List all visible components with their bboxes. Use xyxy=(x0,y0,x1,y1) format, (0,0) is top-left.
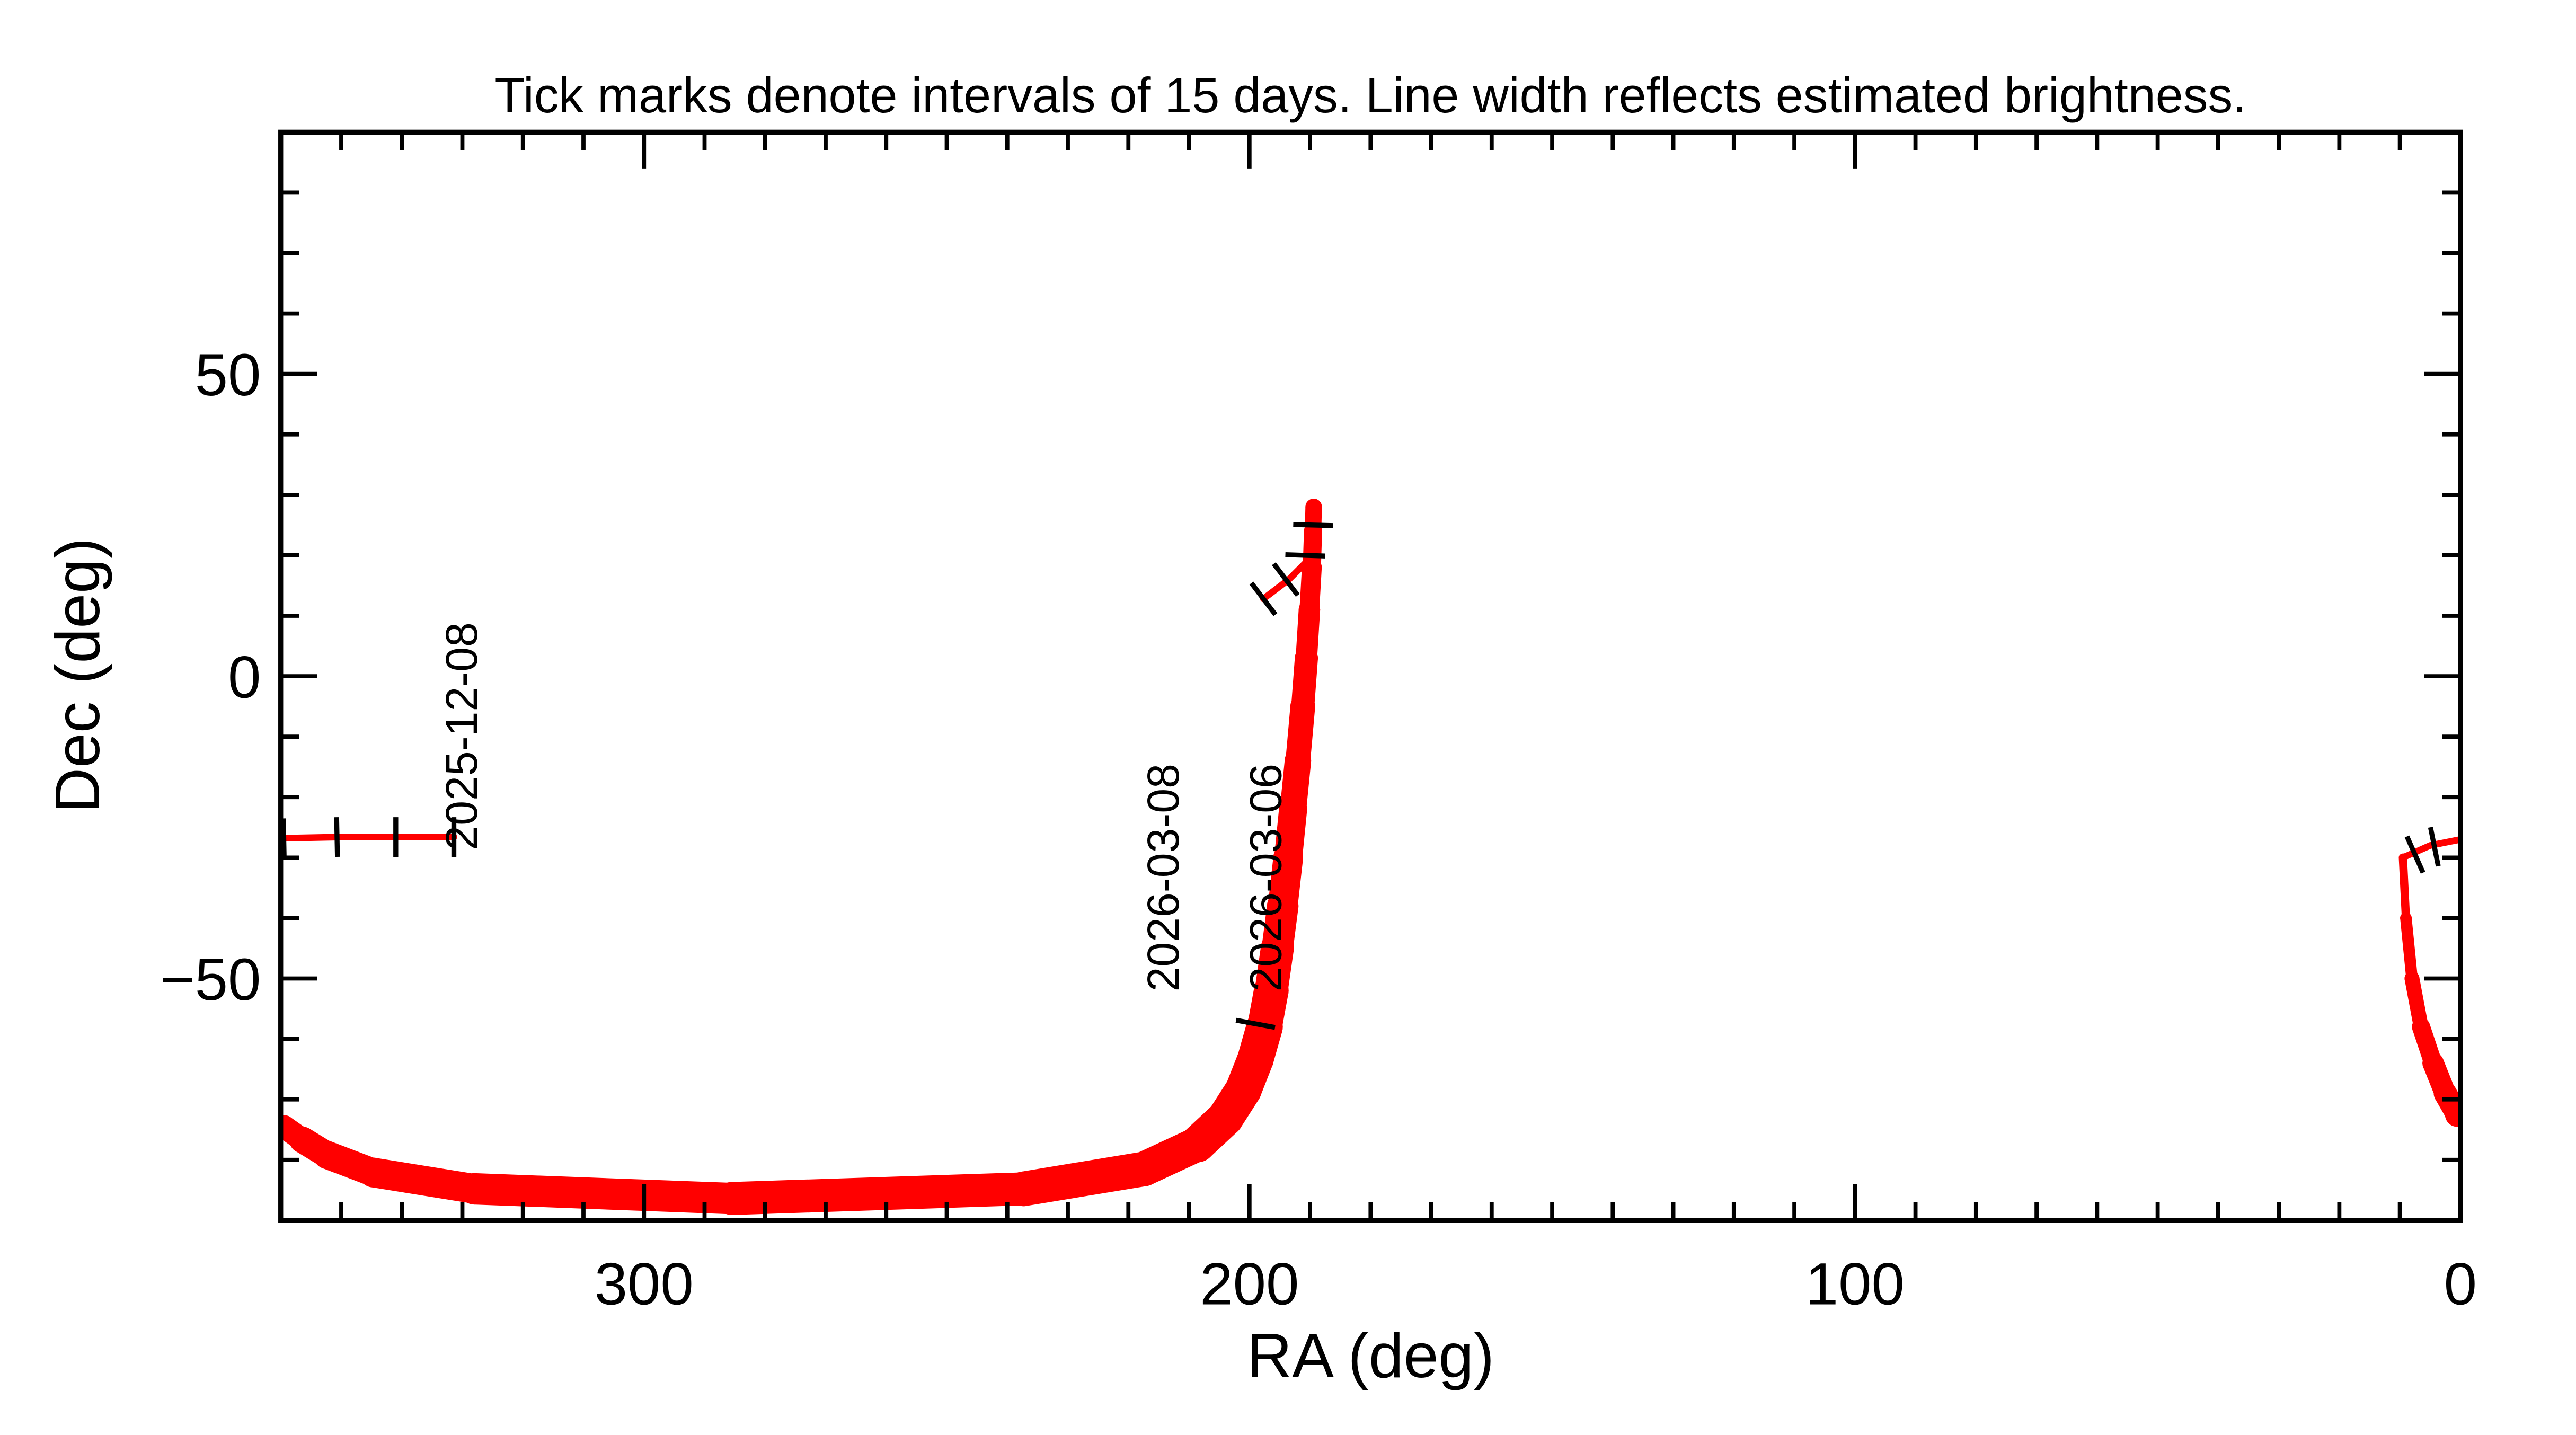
y-tick-label: −50 xyxy=(160,946,261,1013)
track-point xyxy=(715,1182,749,1215)
x-tick-label: 0 xyxy=(2444,1251,2477,1317)
track-point xyxy=(1285,747,1312,774)
track-point xyxy=(1006,1171,1041,1207)
date-label: 2025-12-08 xyxy=(437,622,486,850)
track-segment xyxy=(1285,558,1311,583)
axes: 300 200 100 0 50 0 −50 xyxy=(160,130,2477,1317)
track-segment xyxy=(458,1173,748,1215)
track-segment xyxy=(2400,912,2418,985)
track-point xyxy=(1207,1100,1244,1137)
track-point xyxy=(1305,499,1322,516)
track-segment xyxy=(1006,1151,1162,1207)
track-segment xyxy=(2398,853,2410,923)
track-point xyxy=(2445,1102,2460,1127)
x-tick-label: 200 xyxy=(1200,1251,1299,1317)
track-point xyxy=(289,1127,316,1154)
y-tick-label: 0 xyxy=(228,644,261,711)
y-axis-label: Dec (deg) xyxy=(43,538,113,813)
date-tick xyxy=(1285,552,1325,559)
x-axis-label: RA (deg) xyxy=(1247,1321,1494,1391)
y-tick-label: 50 xyxy=(195,341,261,408)
track-point xyxy=(2422,1052,2444,1074)
track-point xyxy=(1127,1151,1162,1186)
x-tick-label: 300 xyxy=(595,1251,694,1317)
x-tick-label: 100 xyxy=(1805,1251,1905,1317)
plot-marks: 2025-12-08 2026-03-06 2026-03-08 xyxy=(280,499,2460,1215)
track-point xyxy=(1273,843,1303,873)
track-point xyxy=(1225,1071,1262,1108)
track-point xyxy=(2412,1017,2430,1036)
date-tick xyxy=(1249,581,1278,616)
track-segment xyxy=(2400,842,2433,861)
track-point xyxy=(358,1157,388,1188)
track-segment xyxy=(280,834,345,842)
track-point xyxy=(1298,599,1321,621)
track-point xyxy=(1254,973,1289,1008)
track-segment xyxy=(715,1172,1040,1215)
track-point xyxy=(1261,932,1294,965)
plot-area xyxy=(280,499,2460,1215)
track-point xyxy=(2400,912,2412,924)
track-point xyxy=(280,1115,296,1138)
track-point xyxy=(1237,1040,1274,1077)
chart-title: Tick marks denote intervals of 15 days. … xyxy=(494,67,2246,123)
date-tick xyxy=(1293,522,1333,528)
date-label: 2026-03-08 xyxy=(1138,764,1188,991)
plot-frame xyxy=(278,129,2463,1223)
date-tick xyxy=(1271,562,1300,597)
track-segment xyxy=(358,1157,490,1204)
track-point xyxy=(1267,890,1299,922)
track-point xyxy=(1290,694,1315,719)
track-point xyxy=(458,1173,490,1205)
track-segment xyxy=(1260,576,1293,603)
track-point xyxy=(1279,795,1307,823)
track-point xyxy=(1295,646,1318,670)
date-label: 2026-03-06 xyxy=(1241,764,1290,991)
date-tick xyxy=(2428,827,2441,867)
track-point xyxy=(1179,1126,1216,1163)
date-tick xyxy=(2404,835,2425,874)
date-tick xyxy=(1235,1017,1276,1030)
track-point xyxy=(2404,971,2420,986)
track-point xyxy=(313,1141,342,1170)
